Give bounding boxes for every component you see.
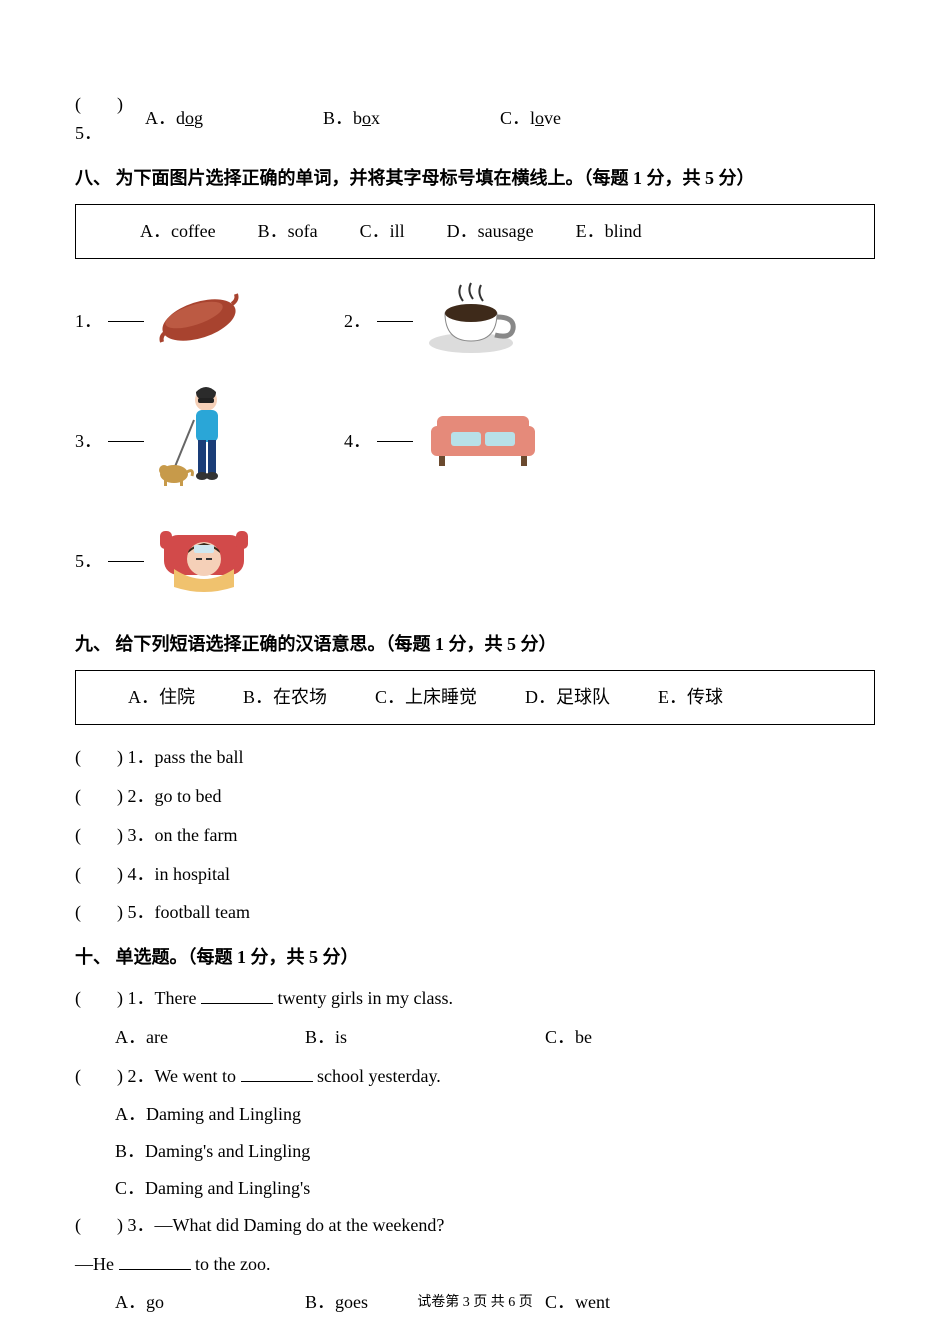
sec8-item-1: 1． (75, 282, 244, 361)
question-5-phonics: ( ) 5． A．dog B．box C．love (75, 90, 875, 148)
q1-opt-a: A．are (115, 1023, 305, 1052)
sec8-opt-d: D．sausage (447, 217, 534, 246)
section-8-title: 八、 为下面图片选择正确的单词，并将其字母标号填在横线上。（每题 1 分，共 5… (75, 164, 875, 193)
section-9-title: 九、 给下列短语选择正确的汉语意思。（每题 1 分，共 5 分） (75, 630, 875, 659)
blank-2[interactable] (377, 321, 413, 322)
section-10-title: 十、 单选题。（每题 1 分，共 5 分） (75, 943, 875, 972)
q2-opt-a: A．Daming and Lingling (115, 1100, 875, 1129)
sec8-row-2: 3． 4． (75, 382, 875, 501)
q5-paren[interactable]: ( ) 5． (75, 90, 145, 148)
sec8-opt-e: E．blind (576, 217, 642, 246)
blank-3[interactable] (108, 441, 144, 442)
sec8-row-1: 1． 2． (75, 277, 875, 366)
blank-1[interactable] (108, 321, 144, 322)
sec9-opt-a: A．住院 (128, 683, 195, 712)
sofa-icon (423, 402, 543, 481)
q3-blank[interactable] (119, 1269, 191, 1270)
blank-5[interactable] (108, 561, 144, 562)
q2-blank[interactable] (241, 1081, 313, 1082)
q2-opt-c: C．Daming and Lingling's (115, 1174, 875, 1203)
q2-opt-b: B．Daming's and Lingling (115, 1137, 875, 1166)
q5-opt-a: A．dog (145, 104, 203, 133)
page-footer: 试卷第 3 页 共 6 页 (0, 1292, 950, 1314)
sec8-row-3: 5． (75, 517, 875, 606)
sec10-q3-line2: —He to the zoo. (75, 1250, 875, 1279)
q5-opt-b: B．box (323, 104, 380, 133)
sec8-opt-c: C．ill (360, 217, 405, 246)
sec9-q1[interactable]: ( ) 1．pass the ball (75, 743, 875, 772)
sec9-opt-c: C．上床睡觉 (375, 683, 477, 712)
sec9-q4[interactable]: ( ) 4．in hospital (75, 860, 875, 889)
section-9-wordbox: A．住院 B．在农场 C．上床睡觉 D．足球队 E．传球 (75, 670, 875, 725)
sec8-opt-a: A．coffee (140, 217, 216, 246)
sec8-opt-b: B．sofa (258, 217, 318, 246)
q1-opt-c: C．be (545, 1023, 592, 1052)
sec9-q3[interactable]: ( ) 3．on the farm (75, 821, 875, 850)
sec10-q2-stem[interactable]: ( ) 2．We went to school yesterday. (75, 1062, 875, 1091)
sec9-opt-d: D．足球队 (525, 683, 610, 712)
sec8-item-5: 5． (75, 517, 254, 606)
sec9-q5[interactable]: ( ) 5．football team (75, 898, 875, 927)
q1-blank[interactable] (201, 1003, 273, 1004)
sec8-item-3: 3． (75, 382, 244, 501)
coffee-icon (423, 277, 523, 366)
blank-4[interactable] (377, 441, 413, 442)
sec8-item-2: 2． (344, 277, 523, 366)
sec10-q1-stem[interactable]: ( ) 1．There twenty girls in my class. (75, 984, 875, 1013)
sec8-item-4: 4． (344, 402, 543, 481)
sec9-opt-b: B．在农场 (243, 683, 327, 712)
sec9-opt-e: E．传球 (658, 683, 723, 712)
sec10-q3-stem[interactable]: ( ) 3．—What did Daming do at the weekend… (75, 1211, 875, 1240)
sausage-icon (154, 282, 244, 361)
sec9-q2[interactable]: ( ) 2．go to bed (75, 782, 875, 811)
section-8-wordbox: A．coffee B．sofa C．ill D．sausage E．blind (75, 204, 875, 259)
q1-opt-b: B．is (305, 1023, 545, 1052)
q5-opt-c: C．love (500, 104, 561, 133)
sec10-q1-options: A．are B．is C．be (115, 1023, 875, 1052)
ill-person-icon (154, 517, 254, 606)
blind-person-icon (154, 382, 244, 501)
